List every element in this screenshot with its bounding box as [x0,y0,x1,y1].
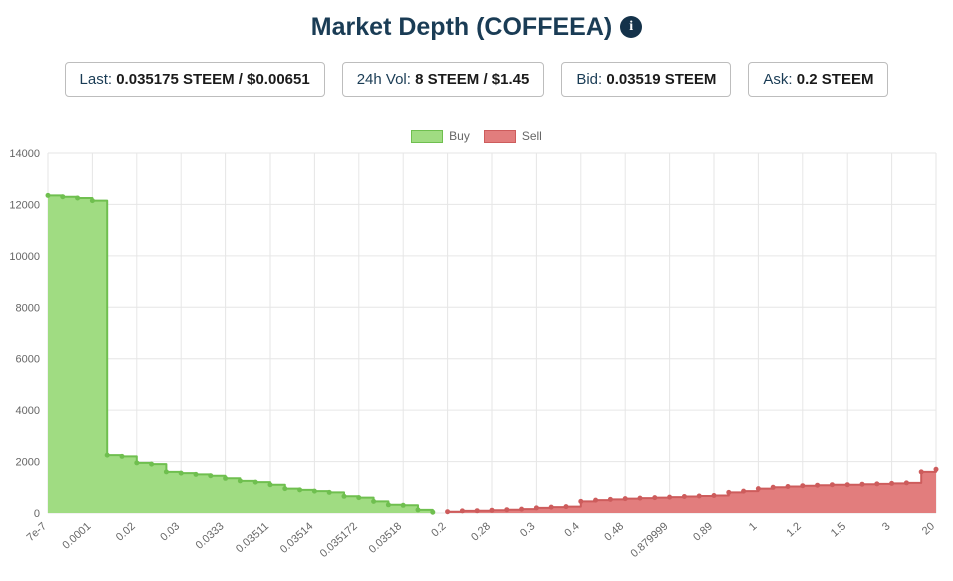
legend-item-buy[interactable]: Buy [411,129,470,143]
svg-text:0: 0 [34,508,40,520]
stat-24h-vol-value: 8 STEEM / $1.45 [415,71,530,88]
svg-text:0.035172: 0.035172 [318,520,360,560]
svg-text:0.0333: 0.0333 [194,520,227,551]
y-axis-labels: 0 2000 4000 6000 8000 10000 12000 14000 [9,148,40,520]
svg-text:2000: 2000 [16,457,40,469]
svg-text:0.03: 0.03 [158,520,182,543]
svg-text:0.89: 0.89 [691,520,715,543]
stat-last-label: Last: [79,71,113,88]
chart-legend: Buy Sell [0,129,953,143]
svg-text:0.2: 0.2 [429,520,448,539]
header: Market Depth (COFFEEA) i [0,0,953,42]
svg-text:8000: 8000 [16,302,40,314]
buy-area [48,195,433,513]
stat-ask-label: Ask: [763,71,793,88]
svg-text:0.03514: 0.03514 [278,520,316,556]
svg-text:0.0001: 0.0001 [60,520,93,551]
svg-text:14000: 14000 [9,148,40,160]
sell-area [447,469,936,513]
page-title: Market Depth (COFFEEA) i [310,12,643,42]
chart-container: 0 2000 4000 6000 8000 10000 12000 14000 7e-7 0.00… [0,147,953,579]
svg-text:0.28: 0.28 [469,520,493,543]
svg-text:0.879999: 0.879999 [628,520,670,560]
x-axis-labels: 7e-7 0.0001 0.02 0.03 0.0333 0.03511 0.03514 0.… [25,520,937,560]
legend-label-buy: Buy [449,129,470,143]
svg-text:20: 20 [920,520,937,537]
svg-text:0.02: 0.02 [114,520,138,543]
svg-text:10000: 10000 [9,251,40,263]
stat-bid-value: 0.03519 STEEM [606,71,717,88]
legend-item-sell[interactable]: Sell [483,129,542,143]
svg-text:1.5: 1.5 [829,520,848,539]
stat-24h-vol: 24h Vol: 8 STEEM / $1.45 [341,62,545,97]
stat-ask-value: 0.2 STEEM [796,71,874,88]
grid-lines [47,152,937,514]
depth-chart: 0 2000 4000 6000 8000 10000 12000 14000 7e-7 0.00… [9,148,939,560]
buy-swatch-icon [411,129,444,143]
svg-text:0.3: 0.3 [518,520,537,539]
stat-bid: Bid: 0.03519 STEEM [561,62,732,97]
stat-bid-label: Bid: [576,71,603,88]
legend-label-sell: Sell [521,129,542,143]
svg-text:1.2: 1.2 [784,520,803,539]
info-icon[interactable]: i [620,16,643,38]
svg-text:0.4: 0.4 [562,520,581,539]
stat-last: Last: 0.035175 STEEM / $0.00651 [64,62,325,97]
svg-text:0.03511: 0.03511 [234,520,271,555]
svg-text:6000: 6000 [16,354,40,366]
buy-series [45,192,436,515]
sell-series [445,466,939,515]
svg-text:7e-7: 7e-7 [25,520,49,544]
stat-ask: Ask: 0.2 STEEM [748,62,889,97]
stat-24h-vol-label: 24h Vol: [356,71,411,88]
svg-text:1: 1 [747,520,760,533]
svg-text:12000: 12000 [9,199,40,211]
svg-text:0.48: 0.48 [602,520,626,543]
stat-last-value: 0.035175 STEEM / $0.00651 [116,71,310,88]
sell-swatch-icon [483,129,516,143]
page-title-text: Market Depth (COFFEEA) [310,13,613,41]
svg-text:4000: 4000 [16,405,40,417]
svg-text:3: 3 [880,520,893,533]
svg-text:0.03518: 0.03518 [367,520,405,556]
stats-row: Last: 0.035175 STEEM / $0.00651 24h Vol:… [0,62,953,97]
